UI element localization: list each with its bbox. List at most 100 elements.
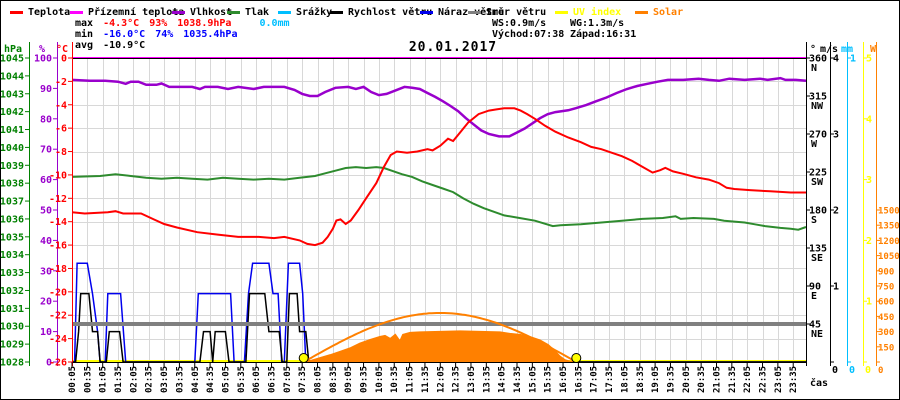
svg-text:-8: -8 [55, 147, 67, 158]
x-tick-label: 18:05 [620, 366, 630, 393]
max-humidity: 93% [149, 18, 168, 29]
x-tick-label: 01:05 [99, 366, 109, 393]
x-tick-label: 21:35 [728, 366, 738, 393]
svg-text:-22: -22 [49, 311, 67, 322]
plot-border [72, 58, 807, 363]
svg-text:2: 2 [866, 236, 872, 247]
svg-text:E: E [811, 291, 817, 302]
series-vlhkost [71, 76, 807, 138]
x-tick-label: 16:05 [559, 366, 569, 393]
x-tick-label: 19:05 [651, 366, 661, 393]
axis-uv: 5 4 3 2 1 0 [863, 42, 872, 376]
svg-text:-26: -26 [49, 358, 67, 369]
svg-text:150: 150 [878, 343, 894, 353]
legend-item-teplota: Teplota [10, 6, 70, 18]
x-tick-label: 09:05 [344, 366, 354, 393]
min-temp: -16.0°C [103, 29, 146, 40]
x-tick-label: 05:05 [221, 366, 231, 393]
min-label: min [75, 29, 94, 40]
x-tick-label: 09:35 [360, 366, 370, 393]
x-tick-label: 07:35 [298, 366, 308, 393]
svg-text:1028: 1028 [0, 358, 24, 369]
legend-item-srazky: Srážky [278, 6, 332, 18]
svg-text:-2: -2 [55, 77, 67, 88]
x-tick-label: 15:05 [528, 366, 538, 393]
stats-min-row: min -16.0°C 74% 1035.4hPa [75, 29, 247, 40]
x-tick-label: 07:05 [283, 366, 293, 393]
x-tick-label: 08:05 [314, 366, 324, 393]
x-tick-label: 22:05 [743, 366, 753, 393]
svg-text:300: 300 [878, 328, 894, 338]
legend-item-vlhkost: Vlhkost [172, 6, 232, 18]
svg-text:30: 30 [40, 266, 52, 277]
svg-text:90: 90 [40, 84, 52, 95]
x-tick-label: 19:35 [667, 366, 677, 393]
x-tick-label: 13:05 [467, 366, 477, 393]
x-tick-label: 14:35 [513, 366, 523, 393]
axis-unit-label: hPa [4, 44, 22, 55]
svg-text:70: 70 [40, 145, 52, 156]
svg-text:NE: NE [811, 329, 823, 340]
svg-text:270: 270 [809, 130, 827, 141]
series-solar-max [303, 312, 576, 363]
svg-text:-12: -12 [49, 194, 67, 205]
x-tick-label: 10:05 [375, 366, 385, 393]
max-pressure: 1038.9hPa [177, 18, 232, 29]
svg-text:600: 600 [878, 298, 894, 308]
svg-text:1500: 1500 [878, 207, 900, 217]
x-tick-label: 06:35 [268, 366, 278, 393]
svg-text:45: 45 [809, 320, 821, 331]
svg-text:-16: -16 [49, 241, 67, 252]
svg-text:60: 60 [40, 175, 52, 186]
rain-total: 0.0mm [259, 18, 290, 29]
x-tick-label: 15:35 [544, 366, 554, 393]
svg-text:1033: 1033 [0, 268, 24, 279]
x-tick-label: 16:35 [574, 366, 584, 393]
svg-text:S: S [811, 215, 817, 226]
svg-text:1032: 1032 [0, 286, 24, 297]
x-tick-label: 13:35 [482, 366, 492, 393]
x-tick-label: 23:35 [789, 366, 799, 393]
svg-text:1: 1 [850, 54, 856, 65]
svg-text:5: 5 [866, 54, 872, 65]
gridlines [72, 58, 806, 362]
svg-text:0: 0 [878, 366, 883, 376]
solar-swatch [635, 10, 648, 14]
svg-text:750: 750 [878, 283, 894, 293]
uv-index-swatch [555, 10, 568, 14]
x-tick-label: 23:05 [774, 366, 784, 393]
svg-text:SE: SE [811, 253, 823, 264]
svg-text:80: 80 [40, 114, 52, 125]
legend-item-prizemni-teplota: Přízemní teplota [70, 6, 184, 18]
axis-m/s: m/s4 3 2 1 0 [820, 42, 839, 376]
stats-avg-row: avg -10.9°C [75, 40, 155, 51]
svg-text:10: 10 [40, 327, 52, 338]
svg-text:-20: -20 [49, 287, 67, 298]
naraz-vetru-swatch [420, 10, 433, 14]
svg-text:1039: 1039 [0, 161, 24, 172]
svg-text:0: 0 [849, 365, 855, 376]
svg-text:0: 0 [832, 365, 838, 376]
x-tick-label: 02:05 [129, 366, 139, 393]
svg-text:0: 0 [61, 54, 67, 65]
svg-text:2: 2 [833, 206, 839, 217]
sunset-time: Západ:16:31 [570, 29, 637, 40]
series-teplota [71, 107, 806, 247]
sun-marker [298, 353, 309, 363]
svg-text:360: 360 [809, 54, 827, 65]
svg-text:W: W [811, 139, 818, 150]
max-label: max [75, 18, 94, 29]
vlhkost-swatch [172, 10, 185, 14]
sunrise-time: Východ:07:38 [492, 29, 565, 40]
sun-marker [571, 353, 582, 363]
wind-speed-stat: WS:0.9m/s [492, 18, 547, 29]
svg-text:-18: -18 [49, 264, 67, 275]
series-n-raz-v-tru [72, 262, 806, 363]
svg-text:20: 20 [40, 297, 52, 308]
srazky-swatch [278, 10, 291, 14]
x-tick-label: 03:05 [160, 366, 170, 393]
